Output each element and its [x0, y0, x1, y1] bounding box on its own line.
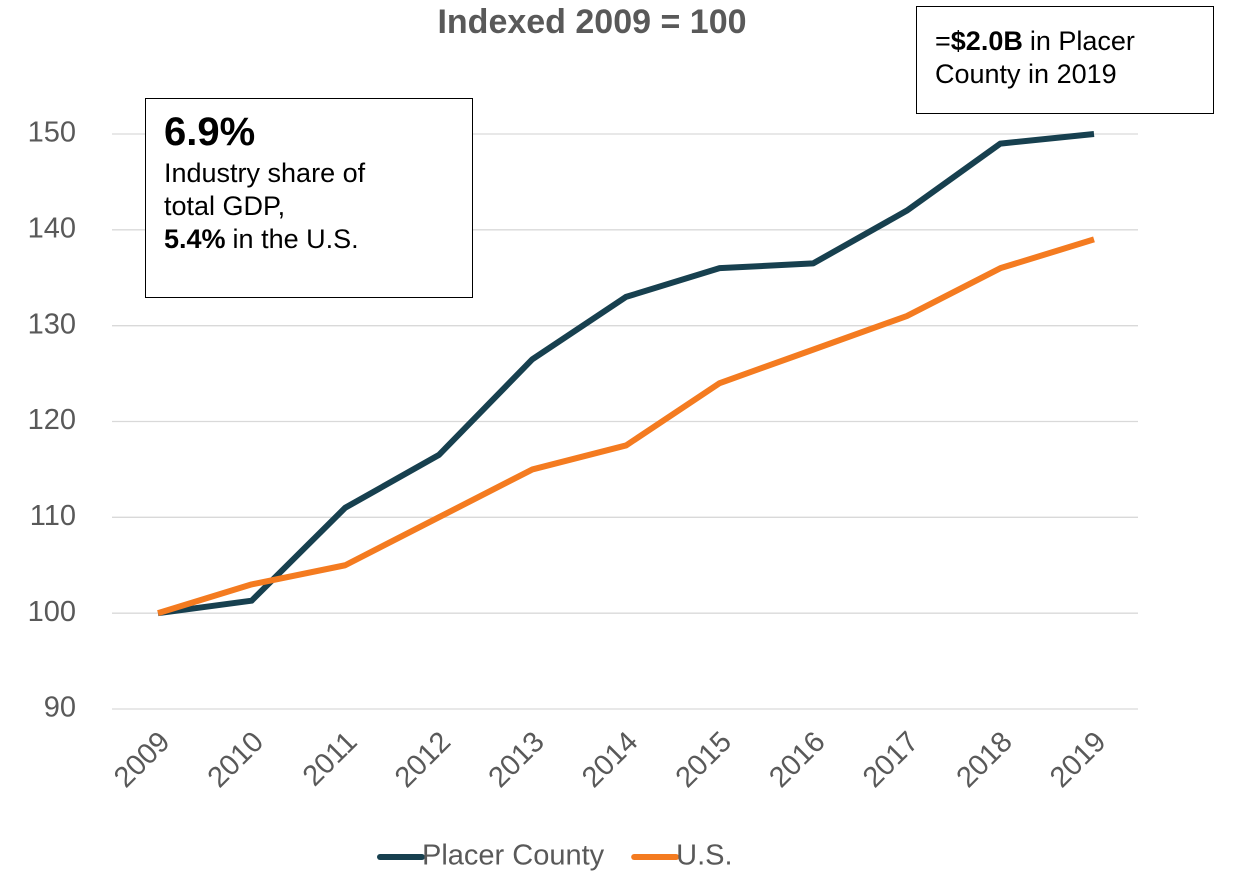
x-tick-label: 2016	[763, 726, 831, 794]
legend-label: U.S.	[676, 840, 732, 872]
x-tick-label: 2010	[202, 726, 270, 794]
y-tick-label: 150	[28, 117, 76, 149]
annotation-line: =$2.0B in Placer	[935, 25, 1195, 58]
x-tick-label: 2014	[576, 726, 644, 794]
x-tick-label: 2015	[670, 726, 738, 794]
annotation-bold: 5.4%	[164, 224, 226, 254]
series-line	[157, 131, 1095, 617]
annotation: 6.9% Industry share of total GDP, 5.4% in…	[145, 98, 473, 298]
annotation-headline: 6.9%	[164, 110, 256, 154]
y-tick-label: 110	[30, 500, 76, 532]
annotation-text: County in 2019	[935, 59, 1117, 89]
x-tick-label: 2012	[389, 726, 457, 794]
x-tick-label: 2009	[108, 726, 176, 794]
y-tick-label: 130	[28, 308, 76, 340]
annotation-line: 5.4% in the U.S.	[164, 223, 454, 256]
series-line	[157, 236, 1095, 617]
annotation-text: total GDP,	[164, 191, 286, 221]
chart-title: Indexed 2009 = 100	[437, 3, 746, 41]
x-tick-label: 2018	[951, 726, 1019, 794]
y-tick-label: 100	[28, 596, 76, 628]
x-tick-label: 2017	[857, 726, 925, 794]
x-tick-label: 2019	[1044, 726, 1112, 794]
annotation-text: Industry share of	[164, 158, 366, 188]
x-tick-label: 2013	[483, 726, 551, 794]
annotation-text: in the U.S.	[232, 224, 359, 254]
legend-label: Placer County	[422, 840, 605, 872]
annotation: =$2.0B in Placer County in 2019	[916, 6, 1214, 114]
annotation-text: in Placer	[1029, 26, 1135, 56]
y-tick-label: 140	[28, 212, 76, 244]
y-tick-label: 90	[44, 692, 76, 724]
x-tick-label: 2011	[297, 726, 364, 793]
y-tick-label: 120	[28, 404, 76, 436]
annotation-text: =	[935, 26, 951, 56]
annotation-bold: $2.0B	[950, 26, 1023, 56]
